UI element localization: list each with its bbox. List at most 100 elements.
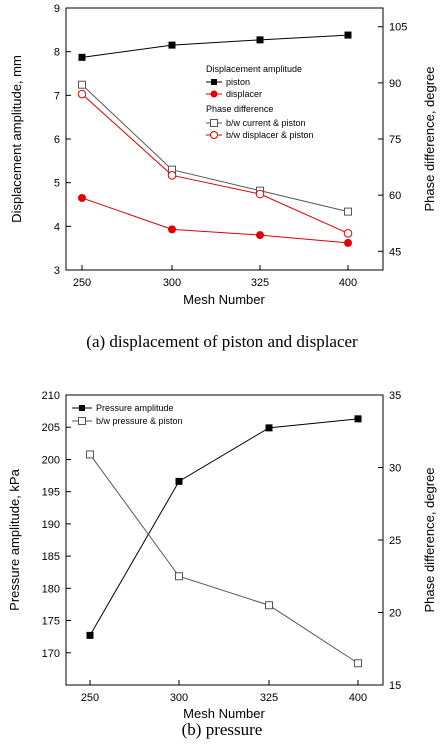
legend-marker-pressure-amplitude [79,405,85,411]
chart-b-x-axis-label: Mesh Number [183,706,265,721]
a-left-tick-label: 8 [54,47,60,59]
legend-label-displacer: displacer [226,89,262,99]
legend-marker-displacer-piston [210,131,218,139]
chart-b-legend: Pressure amplitude b/w pressure & piston [72,403,183,426]
b-x-tick-label: 300 [170,692,188,704]
a-right-tick-label: 90 [389,78,401,90]
legend-marker-pressure-piston [78,417,86,425]
legend-item-pressure-piston: b/w pressure & piston [72,416,183,426]
chart-a-series [77,31,353,247]
b-b-w-pressure-piston-point [175,572,183,581]
a-piston-point [344,31,352,39]
legend-marker-current-piston [210,119,218,127]
legend-item-displacer: displacer [206,89,262,99]
b-x-tick-label: 250 [81,692,99,704]
chart-a-legend: Displacement amplitude piston displacer … [206,64,314,140]
a-b-w-displacer-piston-point [343,229,353,238]
a-left-tick-label: 3 [54,265,60,277]
chart-b-x-axis: 250 300 325 400 [81,680,367,704]
a-right-tick-label: 105 [389,22,407,34]
chart-b-left-axis-label: Pressure amplitude, kPa [7,468,22,610]
a-piston-point [256,36,264,44]
b-left-tick-label: 170 [42,648,60,660]
b-x-tick-label: 325 [260,692,278,704]
b-left-tick-label: 210 [42,390,60,402]
b-pressure-amplitude-point [265,424,273,432]
chart-a-right-axis: 45 60 75 90 105 [378,22,407,258]
legend-marker-displacer [210,90,218,98]
chart-b-series [86,415,362,668]
legend-group-title-displacement: Displacement amplitude [206,64,302,74]
b-right-tick-label: 35 [389,390,401,402]
legend-item-pressure-amplitude: Pressure amplitude [72,403,174,413]
a-right-tick-label: 75 [389,134,401,146]
a-left-tick-label: 7 [54,90,60,102]
legend-item-displacer-piston: b/w displacer & piston [206,130,314,140]
chart-b-left-axis: 170 175 180 185 190 195 200 205 210 [42,390,71,660]
legend-item-piston: piston [206,77,250,87]
chart-a-caption: (a) displacement of piston and displacer [86,332,358,351]
b-b-w-pressure-piston-point [265,601,273,610]
legend-label-pressure-amplitude: Pressure amplitude [96,403,174,413]
chart-b: 170 175 180 185 190 195 200 205 210 15 20 25 30 35 2… [7,390,437,739]
chart-a-left-axis-label: Displacement amplitude, mm [9,55,24,223]
a-x-tick-label: 300 [163,277,181,289]
a-b-w-current-piston-line [81,84,349,213]
chart-a-x-axis: 250 300 325 400 [73,265,357,289]
a-b-w-displacer-piston-point [255,189,265,199]
b-left-tick-label: 195 [42,487,60,499]
b-right-tick-label: 30 [389,463,401,475]
b-b-w-pressure-piston-point [86,450,94,459]
a-b-w-displacer-piston-line [81,93,349,234]
a-displacer-point [78,193,86,202]
a-b-w-displacer-piston-point [167,171,177,180]
b-right-tick-label: 25 [389,535,401,547]
a-right-tick-label: 60 [389,190,401,202]
b-left-tick-label: 200 [42,454,60,466]
a-displacer-point [256,231,264,240]
b-pressure-amplitude-line [89,418,359,636]
a-left-tick-label: 5 [54,178,60,190]
chart-a-left-axis: 3 4 5 6 7 8 9 [54,3,71,277]
a-left-tick-label: 4 [54,221,60,233]
chart-a-plot-frame [65,7,384,271]
a-b-w-displacer-piston-point [77,89,87,99]
chart-b-caption: (b) pressure [182,720,263,739]
a-x-tick-label: 400 [339,277,357,289]
a-x-tick-label: 250 [73,277,91,289]
legend-label-current-piston: b/w current & piston [226,118,306,128]
b-left-tick-label: 185 [42,551,60,563]
b-left-tick-label: 180 [42,583,60,595]
a-piston-point [78,53,86,61]
chart-b-plot-frame [65,394,384,686]
b-pressure-amplitude-point [175,477,183,485]
b-right-tick-label: 20 [389,608,401,620]
a-displacer-line [81,197,349,244]
a-left-tick-label: 6 [54,134,60,146]
chart-b-right-axis: 15 20 25 30 35 [378,390,401,692]
a-piston-point [168,41,176,49]
b-pressure-amplitude-point [354,415,362,423]
b-x-tick-label: 400 [349,692,367,704]
b-left-tick-label: 175 [42,616,60,628]
chart-a-right-axis-label: Phase difference, degree [422,66,437,211]
a-piston-line [81,34,349,58]
legend-marker-piston [211,79,217,85]
b-b-w-pressure-piston-line [89,454,359,664]
legend-group-title-phase: Phase difference [206,104,273,114]
a-b-w-current-piston-point [78,80,86,89]
b-b-w-pressure-piston-point [354,659,362,668]
a-b-w-current-piston-point [344,207,352,216]
legend-label-piston: piston [226,77,250,87]
a-left-tick-label: 9 [54,3,60,15]
chart-a-x-axis-label: Mesh Number [183,292,265,307]
b-pressure-amplitude-point [86,631,94,639]
b-right-tick-label: 15 [389,680,401,692]
legend-label-displacer-piston: b/w displacer & piston [226,130,314,140]
a-displacer-point [344,238,352,247]
a-x-tick-label: 325 [251,277,269,289]
b-left-tick-label: 205 [42,422,60,434]
a-displacer-point [168,225,176,234]
